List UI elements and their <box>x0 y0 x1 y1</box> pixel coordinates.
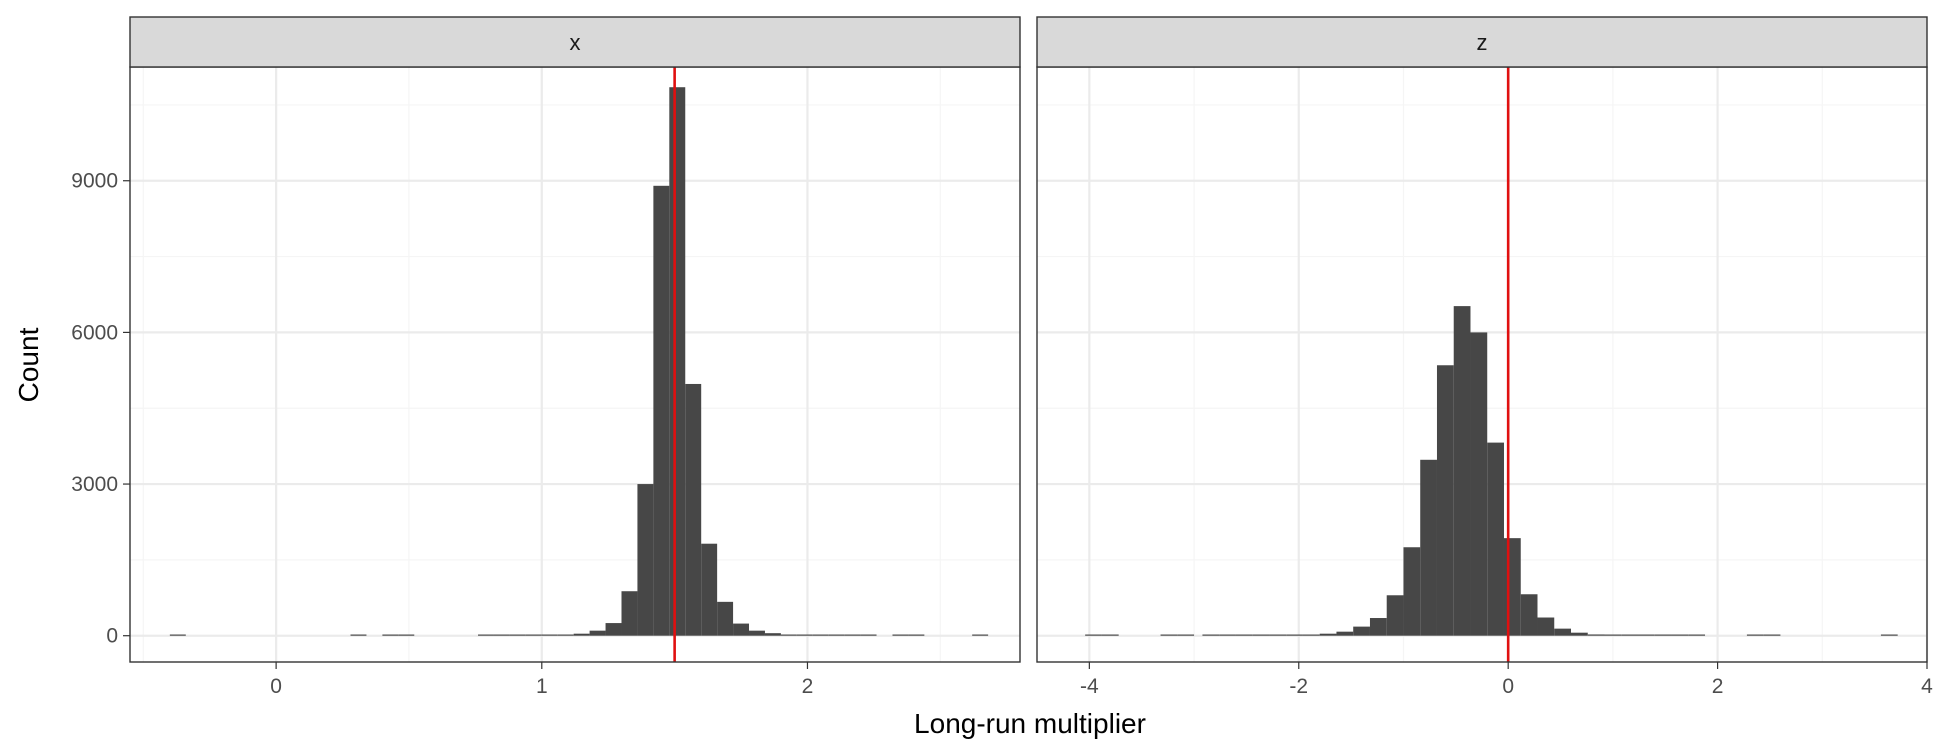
histogram-bar <box>828 634 845 636</box>
histogram-bar <box>605 623 622 636</box>
histogram-bar <box>1638 634 1655 636</box>
facet-panel-z: z -4 -2 0 2 4 <box>1036 16 1933 698</box>
histogram-bar <box>509 634 526 636</box>
histogram-bar <box>1085 634 1102 636</box>
histogram-bar <box>1101 634 1119 636</box>
histogram-bar <box>557 634 574 636</box>
histogram-bar <box>382 634 399 636</box>
histogram-bar <box>350 634 367 636</box>
histogram-bar <box>860 634 877 636</box>
x-axis-title: Long-run multiplier <box>914 708 1146 739</box>
x-tick-label: 0 <box>270 675 282 698</box>
x-tick-label: 2 <box>802 675 814 698</box>
facet-strip-label: z <box>1477 30 1488 55</box>
x-tick-label: -4 <box>1080 675 1099 698</box>
histogram-bar <box>1453 306 1471 636</box>
histogram-bar <box>653 185 670 636</box>
y-tick-label: 3000 <box>71 473 118 496</box>
histogram-bar <box>749 630 765 636</box>
histogram-bar <box>892 634 909 636</box>
histogram-bar <box>796 634 813 636</box>
histogram-bar <box>1436 365 1454 636</box>
histogram-bar <box>701 543 718 636</box>
histogram-bar <box>1403 547 1421 636</box>
panel-background <box>130 67 1020 662</box>
histogram-bar <box>844 634 861 636</box>
histogram-bar <box>1319 633 1337 636</box>
histogram-bar <box>1177 634 1195 636</box>
histogram-bar <box>669 87 686 636</box>
histogram-bar <box>525 634 542 636</box>
histogram-bar <box>685 383 702 636</box>
histogram-bar <box>1286 634 1303 636</box>
histogram-bar <box>1880 634 1898 636</box>
histogram-bar <box>1269 634 1287 636</box>
histogram-bar <box>1688 634 1706 636</box>
histogram-bar <box>1746 634 1764 636</box>
histogram-bar <box>1219 634 1236 636</box>
histogram-bar <box>812 634 829 636</box>
histogram-bar <box>1654 634 1672 636</box>
histogram-bar <box>1470 332 1488 636</box>
y-tick-label: 9000 <box>71 170 118 193</box>
histogram-bar <box>733 623 750 636</box>
x-tick-label: -2 <box>1289 675 1308 698</box>
histogram-bar <box>398 634 415 636</box>
histogram-bar <box>717 601 734 636</box>
histogram-bar <box>478 634 494 636</box>
histogram-bar <box>1302 634 1320 636</box>
histogram-bar <box>1386 595 1404 636</box>
facet-strip <box>129 16 1021 68</box>
histogram-bar <box>637 484 654 636</box>
histogram-bar <box>1554 628 1571 636</box>
histogram-bar <box>1487 442 1504 636</box>
histogram-bar <box>1160 634 1178 636</box>
facet-strip-label: x <box>570 30 581 55</box>
facet-panel-x: x 0 1 2 <box>129 16 1021 698</box>
histogram-bar <box>493 634 510 636</box>
histogram-bar <box>972 634 989 636</box>
histogram-bar <box>1252 634 1270 636</box>
y-tick-label: 6000 <box>71 321 118 344</box>
histogram-bar <box>1571 632 1588 636</box>
y-axis-title: Count <box>13 327 44 402</box>
histogram-bar <box>1202 634 1220 636</box>
histogram-bar <box>1537 617 1555 636</box>
x-tick-label: 4 <box>1921 675 1933 698</box>
x-tick-label: 0 <box>1502 675 1514 698</box>
histogram-bar <box>908 634 925 636</box>
histogram-bar <box>764 633 781 636</box>
histogram-bar <box>589 630 606 636</box>
facet-strip <box>1036 16 1928 68</box>
histogram-bar <box>1369 618 1387 636</box>
histogram-bar <box>1336 631 1354 636</box>
histogram-bar <box>1621 634 1639 636</box>
histogram-bar <box>621 591 638 636</box>
histogram-bar <box>1353 626 1370 636</box>
histogram-bar <box>1503 538 1521 636</box>
histogram-bar <box>1671 634 1689 636</box>
y-tick-label: 0 <box>106 625 118 648</box>
x-tick-label: 1 <box>536 675 548 698</box>
histogram-bar <box>541 634 558 636</box>
histogram-bar <box>573 633 590 636</box>
histogram-bar <box>169 634 186 636</box>
histogram-bar <box>780 634 797 636</box>
histogram-bar <box>1763 634 1781 636</box>
histogram-bar <box>1520 594 1538 636</box>
histogram-bar <box>1420 459 1437 636</box>
x-tick-label: 2 <box>1712 675 1724 698</box>
histogram-bar <box>1587 634 1605 636</box>
histogram-bar <box>1235 634 1253 636</box>
histogram-bar <box>1604 634 1622 636</box>
